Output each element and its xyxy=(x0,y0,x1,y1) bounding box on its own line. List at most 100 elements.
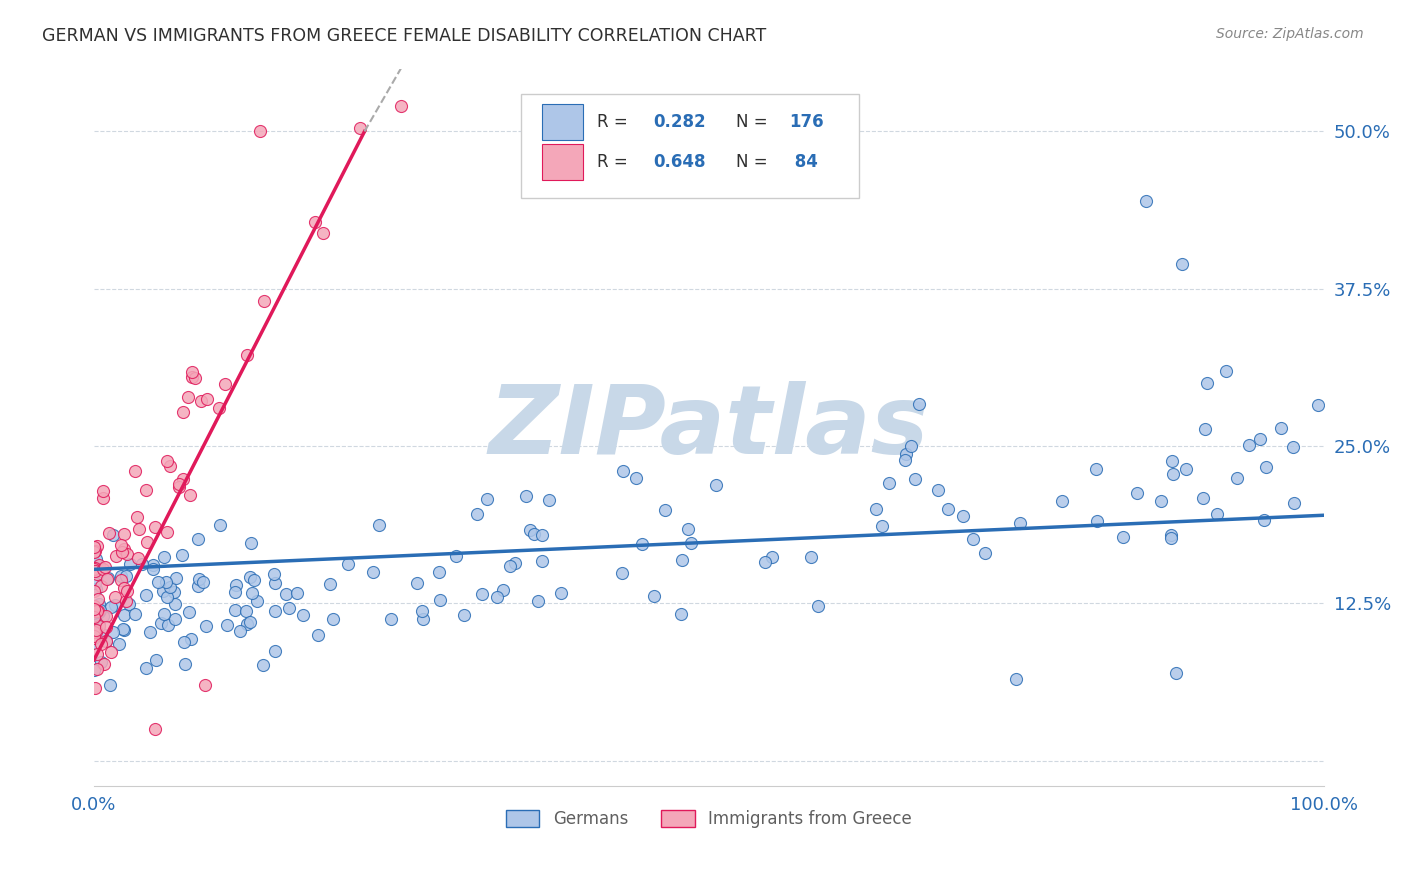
Point xyxy=(89,606,111,620)
Text: 0.648: 0.648 xyxy=(654,153,706,170)
Point xyxy=(83,628,105,642)
Point xyxy=(235,604,257,618)
Point xyxy=(90,564,112,578)
Point xyxy=(761,549,783,564)
Point xyxy=(112,542,135,557)
Point xyxy=(146,574,169,589)
Point xyxy=(1175,461,1198,475)
Text: R =: R = xyxy=(598,113,633,131)
Point xyxy=(83,599,105,613)
Point xyxy=(263,644,285,658)
Point xyxy=(97,571,120,585)
Point xyxy=(111,622,134,636)
Point xyxy=(1171,256,1194,270)
Point xyxy=(83,623,105,637)
Point xyxy=(89,637,111,651)
Point xyxy=(322,612,344,626)
Point xyxy=(83,562,105,576)
Point xyxy=(111,545,134,559)
Point xyxy=(1194,422,1216,436)
Point xyxy=(83,636,105,650)
Point xyxy=(100,645,122,659)
Point xyxy=(104,590,127,604)
Point xyxy=(676,522,699,536)
Point xyxy=(274,587,297,601)
Point xyxy=(643,589,665,603)
Point xyxy=(96,572,118,586)
Point xyxy=(669,607,692,622)
Text: Source: ZipAtlas.com: Source: ZipAtlas.com xyxy=(1216,27,1364,41)
Point xyxy=(135,660,157,674)
Point xyxy=(97,526,120,541)
Point xyxy=(86,623,108,637)
Point xyxy=(83,610,105,624)
Point xyxy=(91,483,114,498)
Point xyxy=(236,348,259,362)
Point xyxy=(499,558,522,573)
Point xyxy=(240,536,263,550)
Point xyxy=(83,564,105,578)
Point xyxy=(159,458,181,473)
Point xyxy=(1192,491,1215,505)
Point xyxy=(125,510,148,524)
Point xyxy=(104,549,127,564)
Point xyxy=(83,631,105,645)
Point xyxy=(307,628,329,642)
Point xyxy=(412,612,434,626)
Point xyxy=(127,551,149,566)
Point xyxy=(1197,376,1219,390)
Point xyxy=(86,540,108,554)
FancyBboxPatch shape xyxy=(520,94,859,198)
Point xyxy=(1135,194,1157,208)
Point xyxy=(1166,665,1188,680)
Point xyxy=(91,562,114,576)
Point xyxy=(631,537,654,551)
Point xyxy=(471,587,494,601)
Point xyxy=(194,678,217,692)
Point xyxy=(1249,433,1271,447)
Point xyxy=(1087,514,1109,528)
Point xyxy=(249,124,271,138)
Point xyxy=(754,555,776,569)
Point xyxy=(368,517,391,532)
Point xyxy=(120,557,142,571)
Point xyxy=(103,528,125,542)
Point xyxy=(187,532,209,546)
Point xyxy=(108,637,131,651)
Point xyxy=(229,624,252,638)
Point xyxy=(163,585,186,599)
Point xyxy=(292,607,315,622)
Point xyxy=(225,578,247,592)
Point xyxy=(907,397,929,411)
Point xyxy=(87,591,110,606)
Text: N =: N = xyxy=(735,113,773,131)
Point xyxy=(83,561,105,575)
Point xyxy=(361,565,384,579)
Point xyxy=(156,590,179,604)
Point xyxy=(173,657,195,672)
Point xyxy=(671,552,693,566)
Point xyxy=(927,483,949,497)
Point xyxy=(91,491,114,505)
Point xyxy=(142,562,165,576)
Point xyxy=(153,549,176,564)
Point xyxy=(172,405,194,419)
Point xyxy=(93,609,115,624)
Point xyxy=(654,503,676,517)
Point xyxy=(183,371,205,385)
Point xyxy=(894,453,917,467)
Point xyxy=(131,557,153,571)
Point xyxy=(538,493,561,508)
Point xyxy=(704,478,727,492)
Point xyxy=(904,472,927,486)
Point xyxy=(155,454,177,468)
Text: R =: R = xyxy=(598,153,633,170)
Point xyxy=(117,583,139,598)
Point xyxy=(319,576,342,591)
Point xyxy=(142,558,165,572)
Point xyxy=(1050,494,1073,508)
Point xyxy=(243,574,266,588)
Point xyxy=(380,612,402,626)
Point xyxy=(1008,516,1031,530)
Point xyxy=(83,604,105,618)
